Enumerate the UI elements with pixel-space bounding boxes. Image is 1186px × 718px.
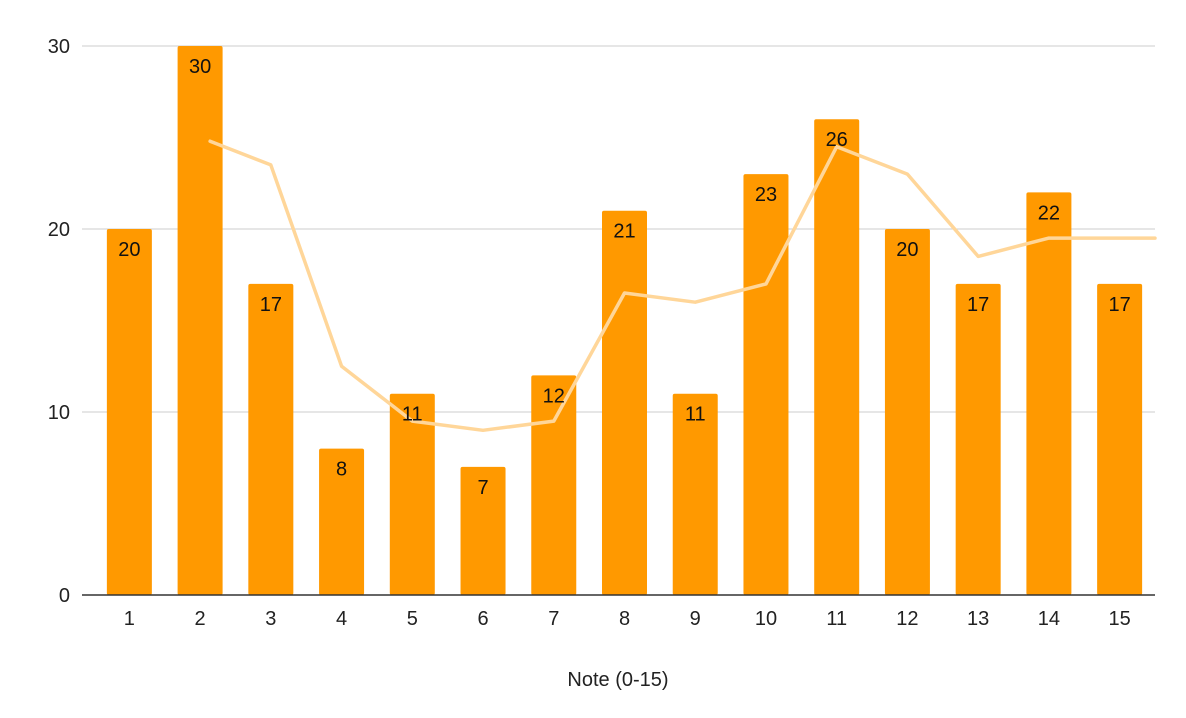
bar-value-label: 8 — [336, 459, 347, 481]
y-tick-label: 0 — [59, 585, 70, 607]
trend-line — [208, 139, 1157, 433]
bar-value-label: 17 — [260, 294, 282, 316]
trend-line-layer — [208, 139, 1157, 433]
bar — [106, 229, 152, 595]
bar-value-label: 17 — [1109, 294, 1131, 316]
bar-value-label: 23 — [755, 184, 777, 206]
bar-value-label: 11 — [402, 404, 423, 426]
bar — [884, 229, 930, 595]
bar-value-label: 20 — [118, 239, 140, 261]
x-tick-label: 8 — [619, 608, 630, 630]
bar-value-label: 30 — [189, 56, 211, 78]
bar-value-label: 26 — [826, 129, 848, 151]
bar — [177, 46, 223, 595]
x-tick-label: 6 — [477, 608, 488, 630]
bar-value-label: 17 — [967, 294, 989, 316]
bar — [672, 393, 718, 595]
bar — [955, 283, 1001, 595]
x-tick-label: 12 — [896, 608, 918, 630]
bar — [460, 466, 506, 595]
bar-value-label: 12 — [543, 385, 565, 407]
x-tick-label: 10 — [755, 608, 777, 630]
x-tick-label: 11 — [826, 608, 847, 630]
x-tick-label: 3 — [265, 608, 276, 630]
bars — [106, 46, 1143, 595]
x-tick-label: 15 — [1109, 608, 1131, 630]
data-labels: 20 30 17 8 11 7 12 21 11 23 26 20 17 22 17 — [118, 56, 1131, 499]
x-tick-label: 13 — [967, 608, 989, 630]
bar — [1026, 192, 1072, 595]
x-tick-label: 1 — [124, 608, 135, 630]
bar — [814, 119, 860, 595]
x-tick-label: 2 — [195, 608, 206, 630]
bar — [1097, 283, 1143, 595]
bar — [602, 210, 647, 595]
bar — [743, 174, 789, 595]
x-tick-label: 14 — [1038, 608, 1060, 630]
y-tick-label: 20 — [48, 219, 70, 241]
bar — [319, 448, 365, 595]
bar-value-label: 7 — [477, 477, 488, 499]
bar-value-label: 22 — [1038, 202, 1060, 224]
y-tick-label: 30 — [48, 36, 70, 58]
x-tick-label: 7 — [548, 608, 559, 630]
bar-value-label: 21 — [613, 221, 635, 243]
x-axis-title: Note (0-15) — [567, 669, 668, 691]
bar — [389, 393, 435, 595]
y-tick-label: 10 — [48, 402, 70, 424]
bar — [248, 283, 294, 595]
bar-value-label: 11 — [685, 404, 706, 426]
x-tick-label: 9 — [690, 608, 701, 630]
bar-value-label: 20 — [896, 239, 918, 261]
bar — [531, 375, 577, 595]
x-tick-label: 4 — [336, 608, 347, 630]
x-tick-label: 5 — [407, 608, 418, 630]
